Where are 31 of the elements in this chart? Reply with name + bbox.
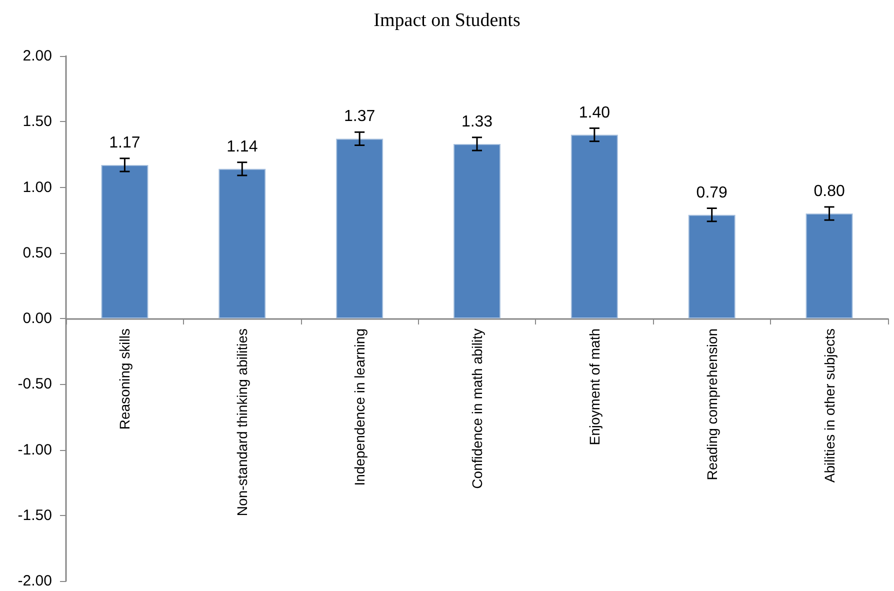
data-label: 1.40 bbox=[578, 104, 610, 122]
x-tick-label: Reasoning skills bbox=[116, 328, 133, 430]
bar bbox=[806, 214, 853, 318]
y-tick-label: 0.00 bbox=[22, 310, 52, 327]
bar bbox=[454, 144, 500, 318]
x-tick-label: Reading comprehension bbox=[704, 328, 720, 480]
data-label: 0.79 bbox=[696, 184, 728, 202]
x-tick-label: Abilities in other subjects bbox=[821, 328, 838, 483]
data-label: 1.14 bbox=[226, 138, 258, 156]
bar bbox=[336, 138, 384, 318]
y-tick-label: -2.00 bbox=[18, 572, 52, 590]
y-tick-label: 1.50 bbox=[22, 113, 52, 130]
x-tick-label: Non-standard thinking abilities bbox=[234, 328, 250, 516]
y-tick-label: -1.00 bbox=[18, 441, 52, 458]
y-tick-label: 1.00 bbox=[22, 178, 52, 196]
x-tick-label: Enjoyment of math bbox=[586, 328, 602, 446]
y-tick-label: 0.50 bbox=[22, 244, 52, 262]
bar bbox=[570, 134, 618, 318]
x-tick-label: Independence in learning bbox=[352, 328, 368, 486]
y-tick-label: 2.00 bbox=[22, 48, 52, 64]
bar bbox=[688, 214, 736, 318]
data-label: 1.17 bbox=[109, 134, 140, 152]
data-label: 1.33 bbox=[461, 113, 493, 130]
data-label: 1.37 bbox=[344, 108, 376, 126]
bar bbox=[218, 168, 266, 318]
y-tick-label: -0.50 bbox=[18, 376, 52, 393]
x-tick-label: Confidence in math ability bbox=[469, 328, 485, 489]
bar bbox=[101, 164, 148, 318]
chart-title: Impact on Students bbox=[374, 10, 520, 31]
y-tick-label: -1.50 bbox=[18, 506, 52, 524]
data-label: 0.80 bbox=[814, 183, 845, 200]
